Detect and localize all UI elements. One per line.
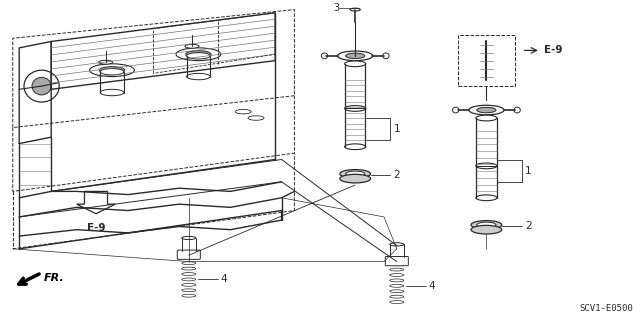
Ellipse shape: [476, 163, 497, 169]
Ellipse shape: [321, 53, 328, 59]
Ellipse shape: [471, 225, 502, 234]
Text: FR.: FR.: [44, 272, 64, 283]
Polygon shape: [77, 191, 115, 214]
Text: SCV1-E0500: SCV1-E0500: [580, 304, 634, 313]
Ellipse shape: [187, 53, 210, 59]
Ellipse shape: [182, 236, 196, 240]
Ellipse shape: [340, 170, 371, 178]
Ellipse shape: [187, 73, 210, 80]
Text: 4: 4: [429, 280, 435, 291]
Text: E-9: E-9: [544, 45, 563, 56]
Ellipse shape: [345, 61, 366, 67]
Ellipse shape: [350, 8, 360, 11]
Ellipse shape: [100, 69, 124, 75]
Text: 4: 4: [221, 274, 227, 284]
Text: 1: 1: [525, 166, 531, 176]
Ellipse shape: [390, 243, 404, 246]
Ellipse shape: [90, 64, 134, 77]
Ellipse shape: [514, 107, 520, 113]
Ellipse shape: [24, 70, 60, 102]
Text: 1: 1: [394, 124, 400, 134]
Ellipse shape: [383, 53, 389, 59]
Ellipse shape: [471, 221, 502, 229]
Ellipse shape: [99, 67, 125, 74]
Ellipse shape: [346, 53, 365, 59]
Ellipse shape: [186, 51, 211, 58]
Ellipse shape: [345, 144, 366, 150]
Ellipse shape: [476, 195, 497, 201]
Ellipse shape: [477, 107, 496, 113]
FancyBboxPatch shape: [385, 256, 408, 266]
Text: 3: 3: [333, 3, 339, 13]
Ellipse shape: [345, 106, 366, 111]
Ellipse shape: [32, 77, 51, 95]
Ellipse shape: [476, 115, 497, 121]
Ellipse shape: [338, 51, 373, 61]
Ellipse shape: [477, 222, 496, 228]
Ellipse shape: [468, 105, 504, 115]
Ellipse shape: [248, 116, 264, 120]
Text: 2: 2: [525, 221, 531, 232]
Ellipse shape: [100, 89, 124, 96]
Text: 2: 2: [394, 170, 400, 181]
Ellipse shape: [340, 174, 371, 183]
Ellipse shape: [452, 107, 459, 113]
Ellipse shape: [176, 48, 221, 61]
Ellipse shape: [185, 44, 199, 48]
Ellipse shape: [346, 171, 365, 177]
FancyBboxPatch shape: [177, 250, 200, 259]
Text: E-9: E-9: [87, 223, 105, 233]
Ellipse shape: [99, 60, 113, 64]
Ellipse shape: [236, 109, 252, 114]
